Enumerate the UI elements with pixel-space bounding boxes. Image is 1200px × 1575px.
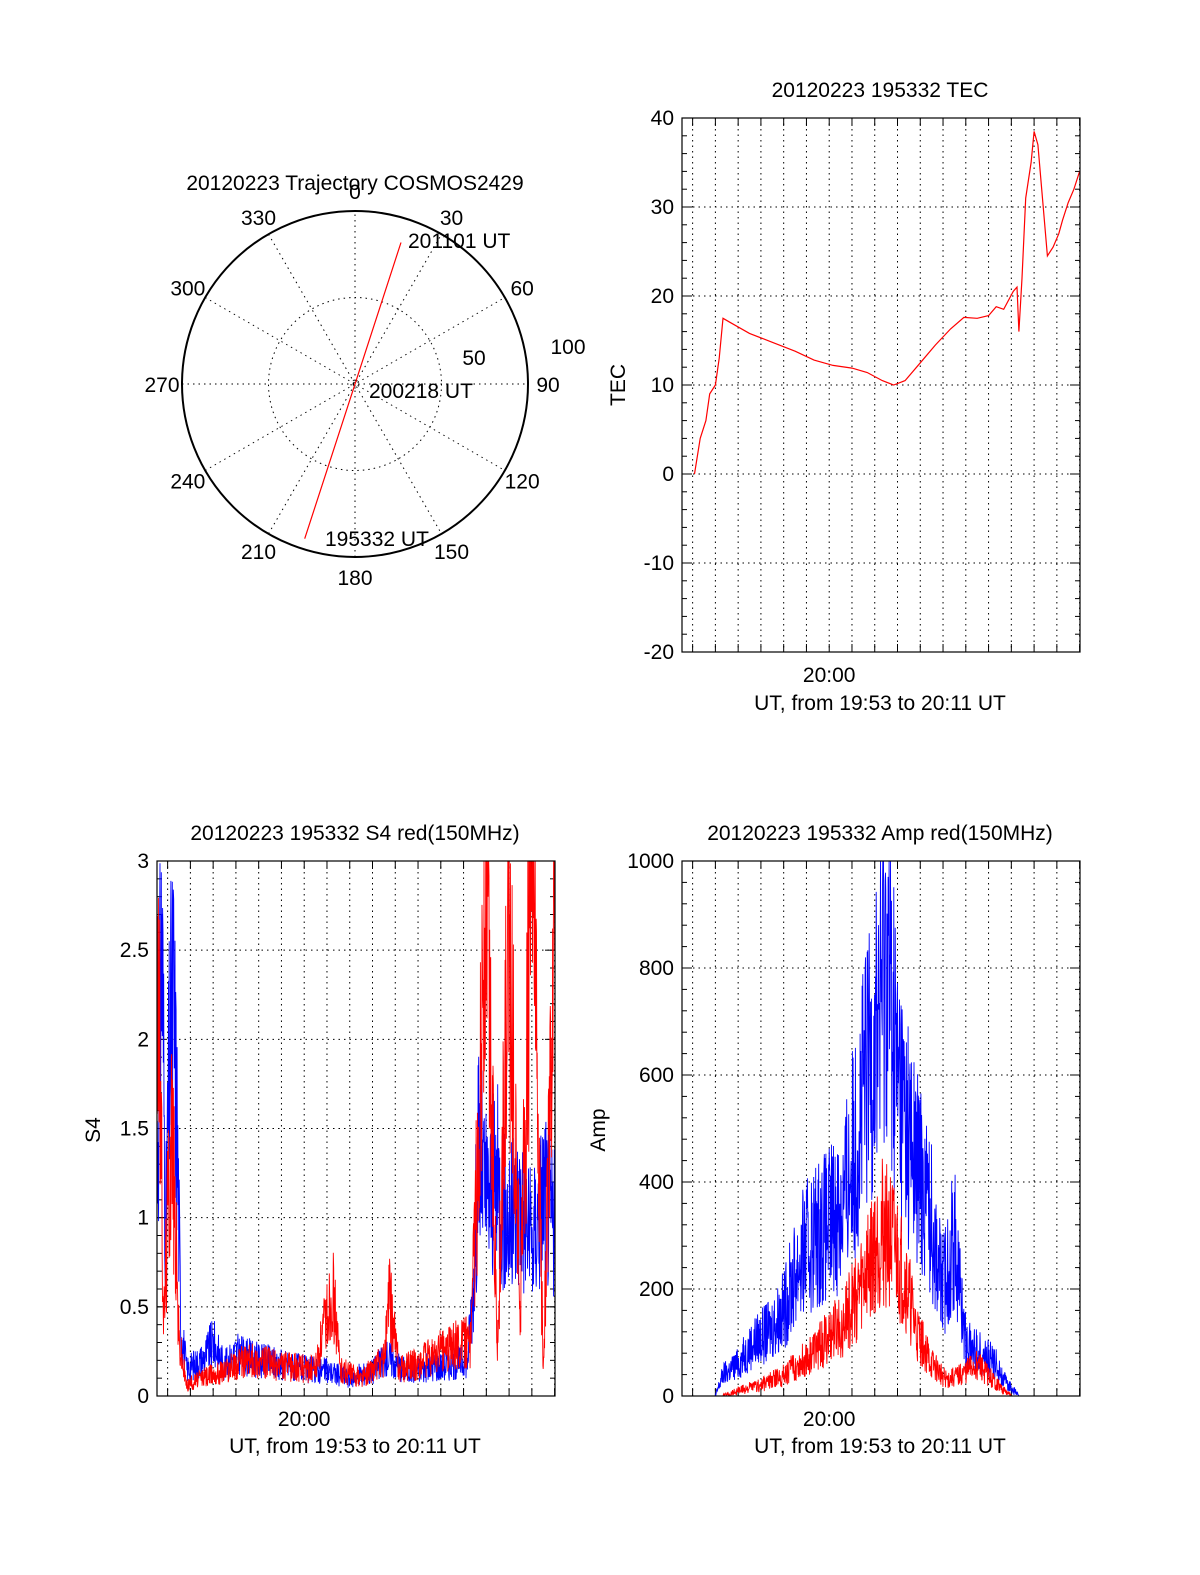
polar-angle-label: 240 [170,471,205,494]
red-series-line [693,131,1080,475]
y-tick-label: 20 [651,285,674,308]
red-series-line [722,1158,1012,1396]
s4-title: 20120223 195332 S4 red(150MHz) [190,822,519,845]
tec-ylabel: TEC [607,364,630,406]
y-tick-label: 2.5 [120,939,149,962]
y-tick-label: -10 [644,552,674,575]
amp-xlabel: UT, from 19:53 to 20:11 UT [754,1435,1006,1458]
y-tick-label: 600 [639,1064,674,1087]
y-tick-label: 200 [639,1278,674,1301]
polar-outer-circle [181,210,529,558]
polar-angle-label: 270 [144,374,179,397]
tec-title: 20120223 195332 TEC [772,79,989,102]
tec-panel: 20120223 195332 TEC TEC UT, from 19:53 t… [607,79,1081,715]
polar-angle-label: 30 [440,207,463,230]
y-tick-label: 800 [639,957,674,980]
polar-angle-label: 300 [170,278,205,301]
polar-angle-label: 330 [241,207,276,230]
y-tick-label: 1 [137,1207,149,1230]
polar-angle-label: 150 [434,541,469,564]
trajectory-line [304,242,402,539]
polar-angle-label: 120 [505,471,540,494]
polar-angle-label: 0 [349,181,361,204]
polar-radius-label-50: 50 [462,347,485,370]
s4-panel: 20120223 195332 S4 red(150MHz) S4 UT, fr… [82,822,556,1458]
blue-series-line [692,861,1080,1396]
y-tick-label: 3 [137,850,149,873]
y-tick-label: 1000 [627,850,674,873]
y-tick-label: 0 [137,1385,149,1408]
x-tick-label: 20:00 [803,664,856,687]
polar-grid [182,211,528,557]
y-tick-label: 30 [651,196,674,219]
s4-xlabel: UT, from 19:53 to 20:11 UT [229,1435,481,1458]
plot-frame [681,117,1081,653]
y-tick-label: 0 [662,463,674,486]
tec-xlabel: UT, from 19:53 to 20:11 UT [754,692,1006,715]
polar-angle-label: 60 [510,278,533,301]
plot-frame [156,860,556,1397]
polar-angle-label: 210 [241,541,276,564]
red-series-line [157,861,555,1392]
polar-angle-label: 180 [337,567,372,590]
y-tick-label: 1.5 [120,1118,149,1141]
plot-frame [681,860,1081,1397]
s4-ylabel: S4 [82,1117,105,1143]
y-tick-label: 0 [662,1385,674,1408]
blue-series-line [157,863,555,1388]
y-tick-label: 2 [137,1028,149,1051]
polar-trajectory-panel: 20120223 Trajectory COSMOS2429 0 30 60 90 12… [144,172,585,590]
polar-angle-labels: 0 30 60 90 120 150 180 210 240 270 300 330 [144,181,559,590]
trajectory-end-label: 201101 UT [408,230,511,253]
polar-angle-label: 90 [536,374,559,397]
y-tick-label: 40 [651,107,674,130]
trajectory-mid-label: 200218 UT [369,380,473,403]
x-tick-label: 20:00 [278,1408,331,1431]
x-tick-label: 20:00 [803,1408,856,1431]
amp-title: 20120223 195332 Amp red(150MHz) [707,822,1053,845]
y-tick-label: 400 [639,1171,674,1194]
trajectory-start-label: 195332 UT [325,528,429,551]
y-tick-label: -20 [644,641,674,664]
y-tick-label: 0.5 [120,1296,149,1319]
amp-ylabel: Amp [587,1108,610,1151]
amp-panel: 20120223 195332 Amp red(150MHz) Amp UT, … [587,822,1081,1458]
y-tick-label: 10 [651,374,674,397]
polar-radius-label-100: 100 [550,336,585,359]
polar-title: 20120223 Trajectory COSMOS2429 [186,172,523,195]
